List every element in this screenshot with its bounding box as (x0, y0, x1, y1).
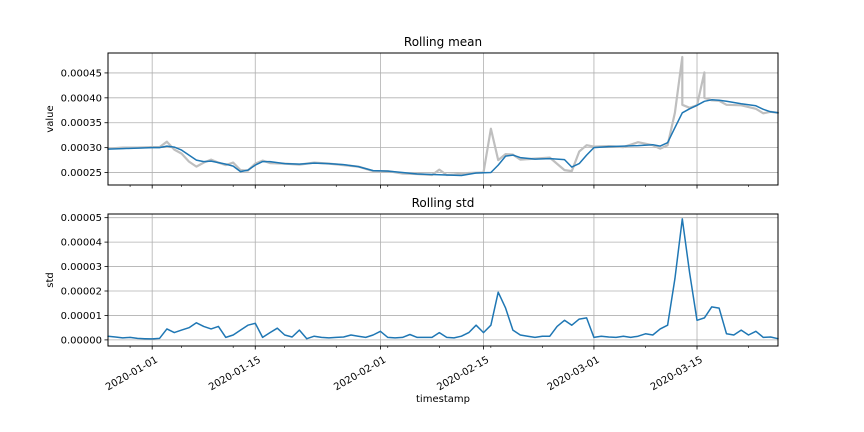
rolling-mean-raw-line (106, 55, 780, 177)
rolling-mean-ylabel: value (45, 105, 56, 132)
rolling-mean-ticks: 0.00025 0.00030 0.00035 0.00040 0.00045 (61, 68, 749, 189)
rolling-std-plot-area (108, 214, 778, 346)
rolling-mean-ytick-label: 0.00045 (61, 68, 102, 79)
rolling-mean-axes: 0.00025 0.00030 0.00035 0.00040 0.00045 Roll… (45, 35, 780, 189)
rolling-std-ytick-label: 0.00001 (61, 311, 102, 322)
rolling-mean-title: Rolling mean (404, 35, 482, 49)
rolling-std-ytick-label: 0.00005 (61, 213, 102, 224)
rolling-std-xlabel: timestamp (416, 394, 470, 405)
rolling-mean-frame (107, 52, 779, 186)
rolling-mean-lines (106, 55, 780, 177)
rolling-std-ytick-label: 0.00002 (61, 287, 102, 298)
rolling-std-grid (108, 214, 778, 346)
rolling-std-ytick-label: 0.00003 (61, 262, 102, 273)
rolling-mean-ytick-label: 0.00035 (61, 118, 102, 129)
rolling-std-ytick-label: 0.00004 (61, 238, 102, 249)
rolling-std-ytick-label: 0.00000 (61, 335, 102, 346)
rolling-std-lines (107, 218, 779, 340)
rolling-mean-ytick-label: 0.00030 (61, 143, 102, 154)
rolling-mean-ytick-label: 0.00040 (61, 93, 102, 104)
rolling-std-title: Rolling std (412, 196, 475, 210)
rolling-std-rolling-line (107, 218, 779, 340)
rolling-mean-ytick-label: 0.00025 (61, 168, 102, 179)
rolling-std-ylabel: std (45, 272, 56, 287)
rolling-std-frame (107, 213, 779, 347)
rolling-mean-rolling-line (107, 99, 779, 177)
